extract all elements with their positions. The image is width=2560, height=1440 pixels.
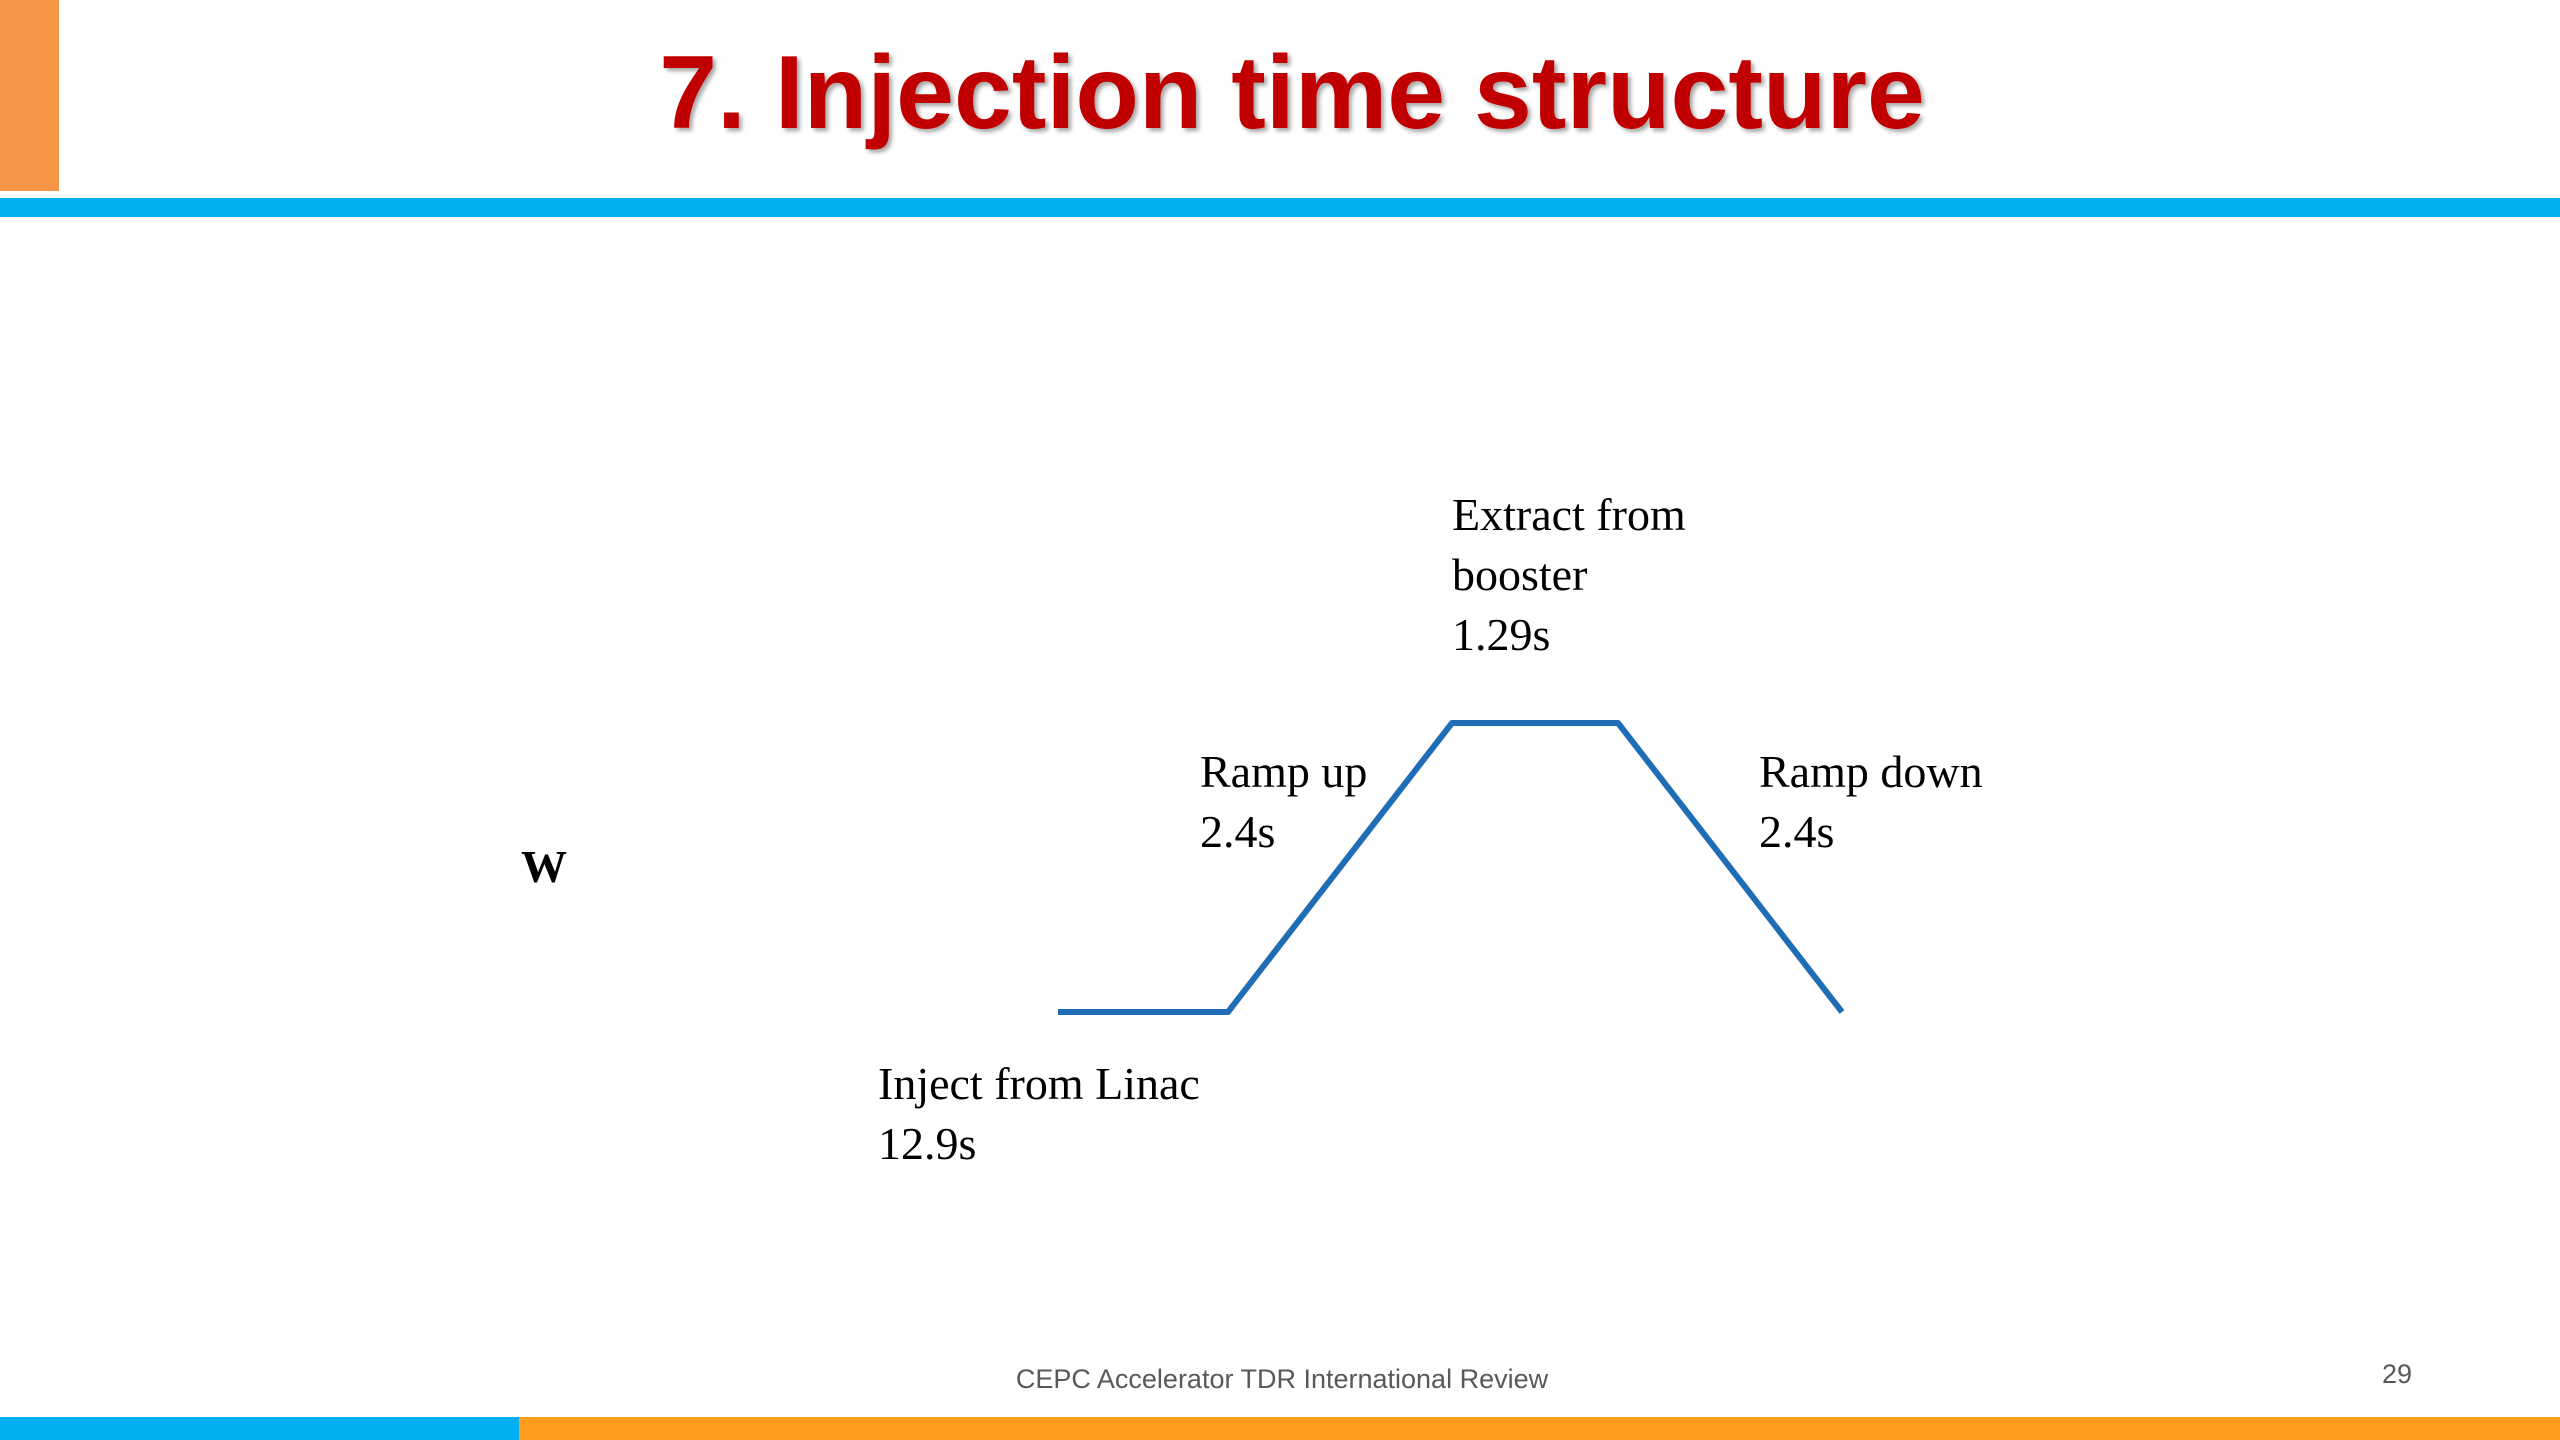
phase-duration: 2.4s [1759,806,1834,857]
phase-duration: 12.9s [878,1118,976,1169]
phase-duration: 1.29s [1452,609,1550,660]
phase-label: Extract from [1452,489,1686,540]
time-profile [1058,720,1845,1015]
phase-label: booster [1452,549,1587,600]
mode-label: W [521,841,567,892]
phase-duration: 2.4s [1200,806,1275,857]
phase-label: Inject from Linac [878,1058,1200,1109]
footer-bar-blue [0,1417,519,1440]
header-bar [0,198,2560,217]
phase-label: Ramp up [1200,746,1367,797]
corner-accent [0,0,59,191]
footer-text: CEPC Accelerator TDR International Revie… [1016,1364,1549,1394]
footer-bar-orange [519,1417,2560,1440]
slide-title: 7. Injection time structure [659,35,1925,151]
page-number: 29 [2382,1359,2412,1389]
phase-label: Ramp down [1759,746,1983,797]
